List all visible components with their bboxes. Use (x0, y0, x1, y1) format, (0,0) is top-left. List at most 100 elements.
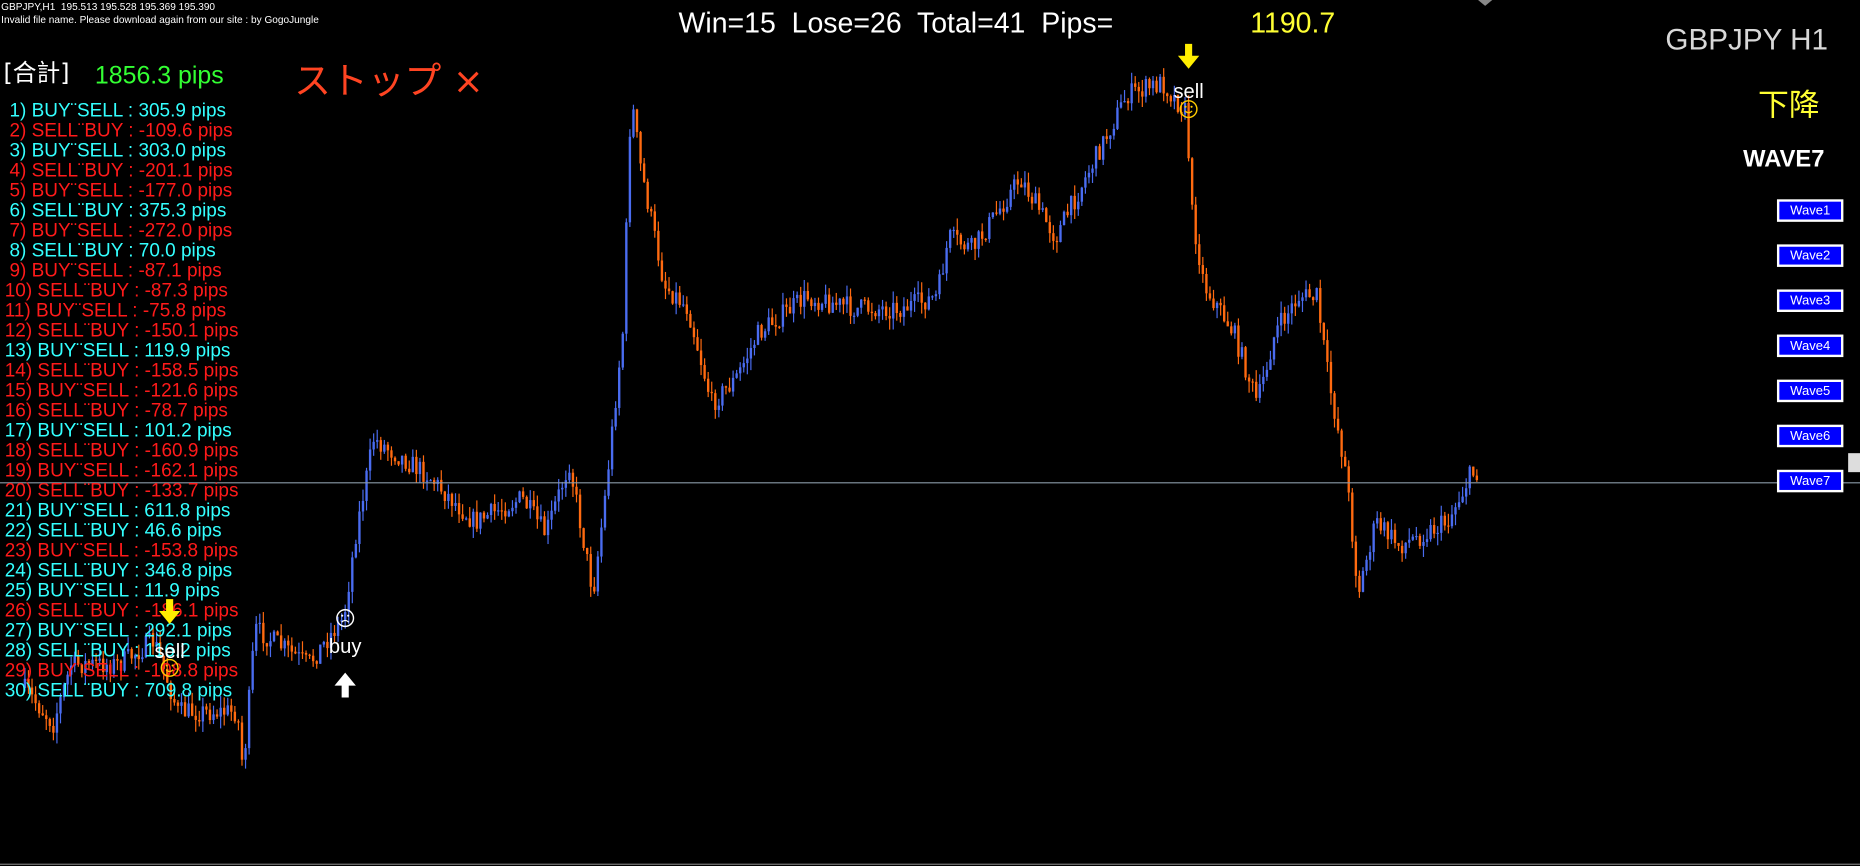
candle-body (550, 510, 553, 520)
candle-body (194, 715, 197, 720)
candle-body (1073, 195, 1076, 210)
candle-body (23, 678, 27, 689)
candle-body (91, 659, 94, 665)
candle-body (895, 302, 898, 313)
candle-body (255, 623, 258, 651)
wave-button[interactable]: Wave5 (1776, 379, 1844, 403)
wave-button-face (1779, 336, 1842, 355)
wave-button[interactable]: Wave4 (1776, 334, 1844, 358)
trade-line: 27) BUY¨SELL : 292.1 pips (5, 621, 232, 642)
wave-button[interactable]: Wave3 (1776, 289, 1844, 312)
wave-button[interactable]: Wave7 (1776, 469, 1844, 493)
candle-body (1030, 196, 1034, 204)
candle-body (180, 702, 183, 706)
stats-label: Win=15 Lose=26 Total=41 Pips= (679, 7, 1114, 39)
trade-line: 18) SELL¨BUY : -160.9 pips (5, 441, 239, 462)
trade-line: 25) BUY¨SELL : 11.9 pips (5, 581, 220, 602)
candle-body (696, 337, 699, 351)
candle-body (1404, 542, 1407, 554)
candle-body (1166, 93, 1169, 97)
candle-body (593, 586, 596, 592)
stats-value: 1190.7 (1250, 7, 1335, 39)
candle-body (1130, 83, 1133, 104)
candle-body (1041, 208, 1044, 210)
candle-body (386, 444, 390, 451)
candle-body (827, 294, 831, 313)
candle-body (1002, 208, 1005, 212)
candle-body (899, 312, 902, 317)
candle-body (308, 654, 311, 656)
candle-body (326, 641, 329, 649)
candle-body (945, 247, 948, 274)
candle-body (511, 507, 514, 512)
candle-body (1219, 302, 1222, 306)
candle-body (831, 302, 834, 313)
candle-body (1311, 297, 1315, 301)
candle-body (724, 386, 728, 388)
candle-body (1091, 168, 1094, 173)
candle-body (931, 296, 934, 298)
wave-button[interactable]: Wave6 (1776, 424, 1844, 448)
candle-body (62, 684, 66, 698)
trade-line: 12) SELL¨BUY : -150.1 pips (5, 321, 239, 342)
candle-body (959, 234, 963, 245)
candle-body (351, 557, 354, 592)
candle-body (653, 211, 656, 231)
candle-body (30, 687, 34, 695)
candle-body (187, 703, 190, 717)
candle-body (240, 722, 244, 760)
candle-body (301, 652, 304, 654)
candle-body (489, 503, 493, 516)
candle-body (667, 288, 671, 292)
candle-body (315, 661, 318, 664)
candle-body (1443, 515, 1447, 526)
candle-body (1151, 80, 1155, 89)
trade-line: 17) BUY¨SELL : 101.2 pips (5, 421, 232, 442)
candle-body (1098, 146, 1101, 160)
candle-body (1397, 542, 1400, 546)
candle-body (123, 651, 126, 671)
candle-body (311, 655, 315, 662)
candle-body (1109, 135, 1112, 139)
candle-body (920, 292, 923, 303)
wave-button-label: Wave4 (1790, 338, 1830, 353)
candle-body (532, 500, 535, 507)
wave-button[interactable]: Wave2 (1776, 244, 1844, 267)
candle-body (981, 231, 984, 239)
candle-body (1034, 193, 1037, 204)
candle-body (151, 633, 155, 647)
signal-eye (1190, 105, 1193, 108)
candle-body (183, 702, 187, 717)
candle-body (749, 347, 753, 359)
candle-body (1162, 76, 1165, 94)
candle-body (404, 455, 407, 469)
candle-body (884, 306, 888, 316)
wave-button-face (1779, 472, 1842, 490)
candle-body (568, 472, 571, 481)
candle-body (838, 298, 842, 305)
candle-body (799, 294, 802, 307)
candle-body (1368, 552, 1372, 560)
candle-body (390, 450, 393, 458)
candle-body (863, 299, 866, 301)
panel-symbol: GBPJPY H1 (1665, 23, 1828, 56)
candle-body (710, 391, 713, 394)
candle-body (610, 426, 614, 470)
candle-body (1247, 377, 1251, 382)
wave-button[interactable]: Wave1 (1776, 199, 1844, 222)
candle-body (717, 405, 721, 410)
candle-body (1447, 525, 1450, 527)
candle-body (329, 632, 333, 649)
wave-button-label: Wave3 (1790, 293, 1830, 308)
trade-line: 30) SELL¨BUY : 709.8 pips (5, 681, 232, 702)
candle-body (682, 304, 685, 306)
candle-body (536, 506, 539, 520)
candle-body (358, 511, 361, 544)
candle-body (1201, 265, 1205, 274)
candle-body (995, 212, 998, 214)
candle-body (1287, 313, 1290, 324)
candle-body (1276, 325, 1279, 338)
candle-body (205, 706, 208, 710)
candle-body (1016, 179, 1019, 185)
